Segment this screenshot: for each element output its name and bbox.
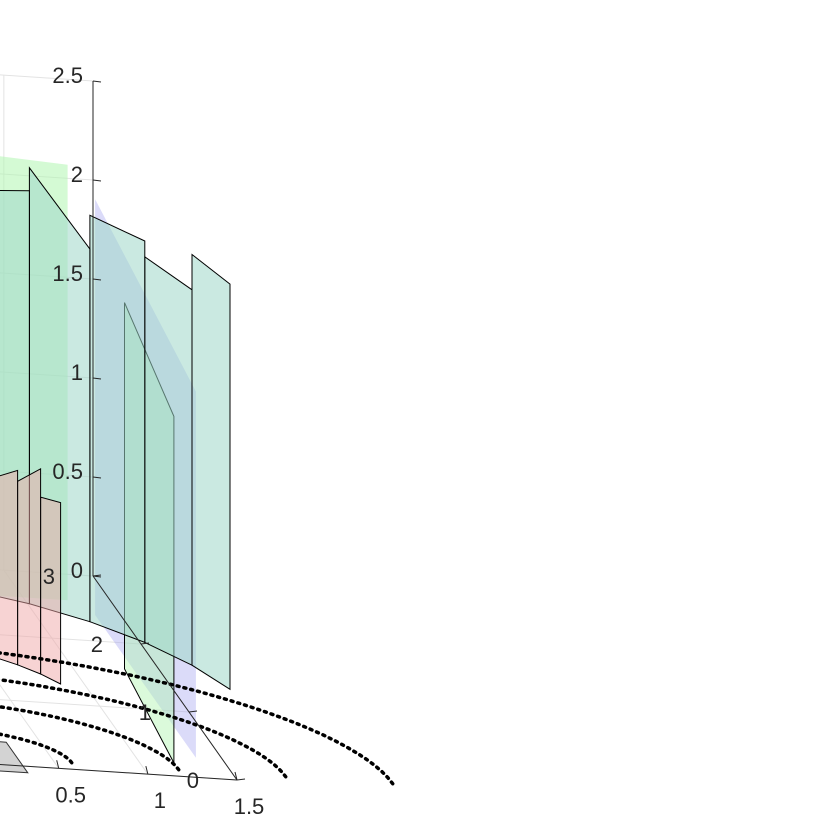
outer-wall-panel <box>191 253 231 691</box>
axis-layer <box>0 80 246 781</box>
range-circle <box>0 732 74 765</box>
z-axis-tick <box>92 80 102 83</box>
z-axis-tick <box>92 377 102 380</box>
inner-wall-panel <box>40 496 62 685</box>
outer-wall-panel <box>144 255 193 666</box>
inner-wall-panel <box>17 467 42 675</box>
y-axis <box>92 575 238 781</box>
z-tick-label: 0.5 <box>52 459 83 484</box>
y-axis-tick <box>188 710 198 713</box>
inner-wall-panel <box>0 469 19 666</box>
y-axis-tick <box>236 778 246 781</box>
y-tick-label: 0 <box>187 768 199 793</box>
x-tick-label: 0.5 <box>55 782 86 807</box>
x-tick-label: 1 <box>154 788 166 813</box>
x-axis-tick <box>56 760 60 769</box>
z-axis-tick <box>92 575 102 578</box>
floor-grid-line <box>0 763 238 781</box>
z-axis-tick <box>92 476 102 479</box>
z-tick-label: 1 <box>71 360 83 385</box>
z-axis-tick <box>92 179 102 182</box>
y-axis-tick <box>140 642 150 645</box>
floor-grid-line <box>0 699 190 713</box>
range-circle <box>0 705 181 772</box>
z-tick-label: 1.5 <box>52 261 83 286</box>
base-patch <box>0 741 29 774</box>
z-axis-tick <box>92 278 102 281</box>
floor-grid-line <box>0 684 60 769</box>
z-tick-label: 2 <box>71 162 83 187</box>
z-tick-label: 0 <box>71 558 83 583</box>
x-axis-tick <box>145 766 149 775</box>
y-tick-label: 1 <box>139 700 151 725</box>
range-circle <box>0 678 288 779</box>
outer-wall-panel <box>89 214 146 644</box>
x-axis-tick <box>234 771 238 781</box>
y-tick-label: 3 <box>43 564 55 589</box>
y-tick-label: 2 <box>91 632 103 657</box>
back-grid-hline <box>0 74 94 82</box>
panel-layer <box>0 156 231 764</box>
z-tick-label: 2.5 <box>52 63 83 88</box>
x-tick-label: 1.5 <box>234 794 265 819</box>
x-axis <box>0 763 238 781</box>
